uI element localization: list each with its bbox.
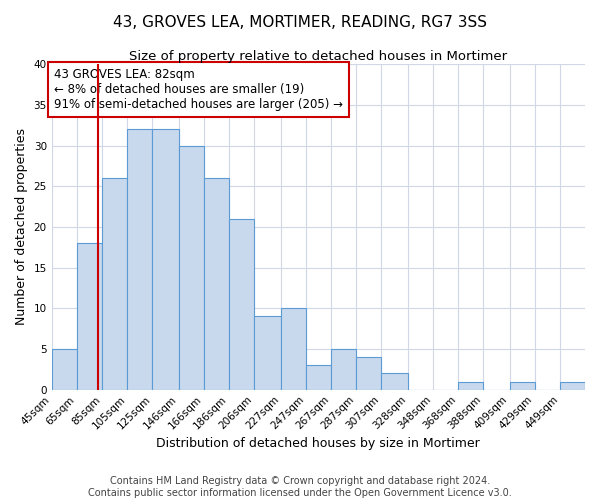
- Bar: [306, 366, 331, 390]
- Bar: [509, 382, 535, 390]
- Text: 43, GROVES LEA, MORTIMER, READING, RG7 3SS: 43, GROVES LEA, MORTIMER, READING, RG7 3…: [113, 15, 487, 30]
- Bar: [254, 316, 281, 390]
- Y-axis label: Number of detached properties: Number of detached properties: [15, 128, 28, 326]
- X-axis label: Distribution of detached houses by size in Mortimer: Distribution of detached houses by size …: [157, 437, 480, 450]
- Text: Contains HM Land Registry data © Crown copyright and database right 2024.
Contai: Contains HM Land Registry data © Crown c…: [88, 476, 512, 498]
- Bar: [152, 130, 179, 390]
- Bar: [127, 130, 152, 390]
- Bar: [381, 374, 407, 390]
- Bar: [204, 178, 229, 390]
- Bar: [458, 382, 483, 390]
- Bar: [77, 243, 102, 390]
- Bar: [179, 146, 204, 390]
- Bar: [102, 178, 127, 390]
- Bar: [560, 382, 585, 390]
- Bar: [229, 219, 254, 390]
- Bar: [331, 349, 356, 390]
- Bar: [281, 308, 306, 390]
- Text: 43 GROVES LEA: 82sqm
← 8% of detached houses are smaller (19)
91% of semi-detach: 43 GROVES LEA: 82sqm ← 8% of detached ho…: [54, 68, 343, 111]
- Title: Size of property relative to detached houses in Mortimer: Size of property relative to detached ho…: [129, 50, 508, 63]
- Bar: [52, 349, 77, 390]
- Bar: [356, 357, 381, 390]
